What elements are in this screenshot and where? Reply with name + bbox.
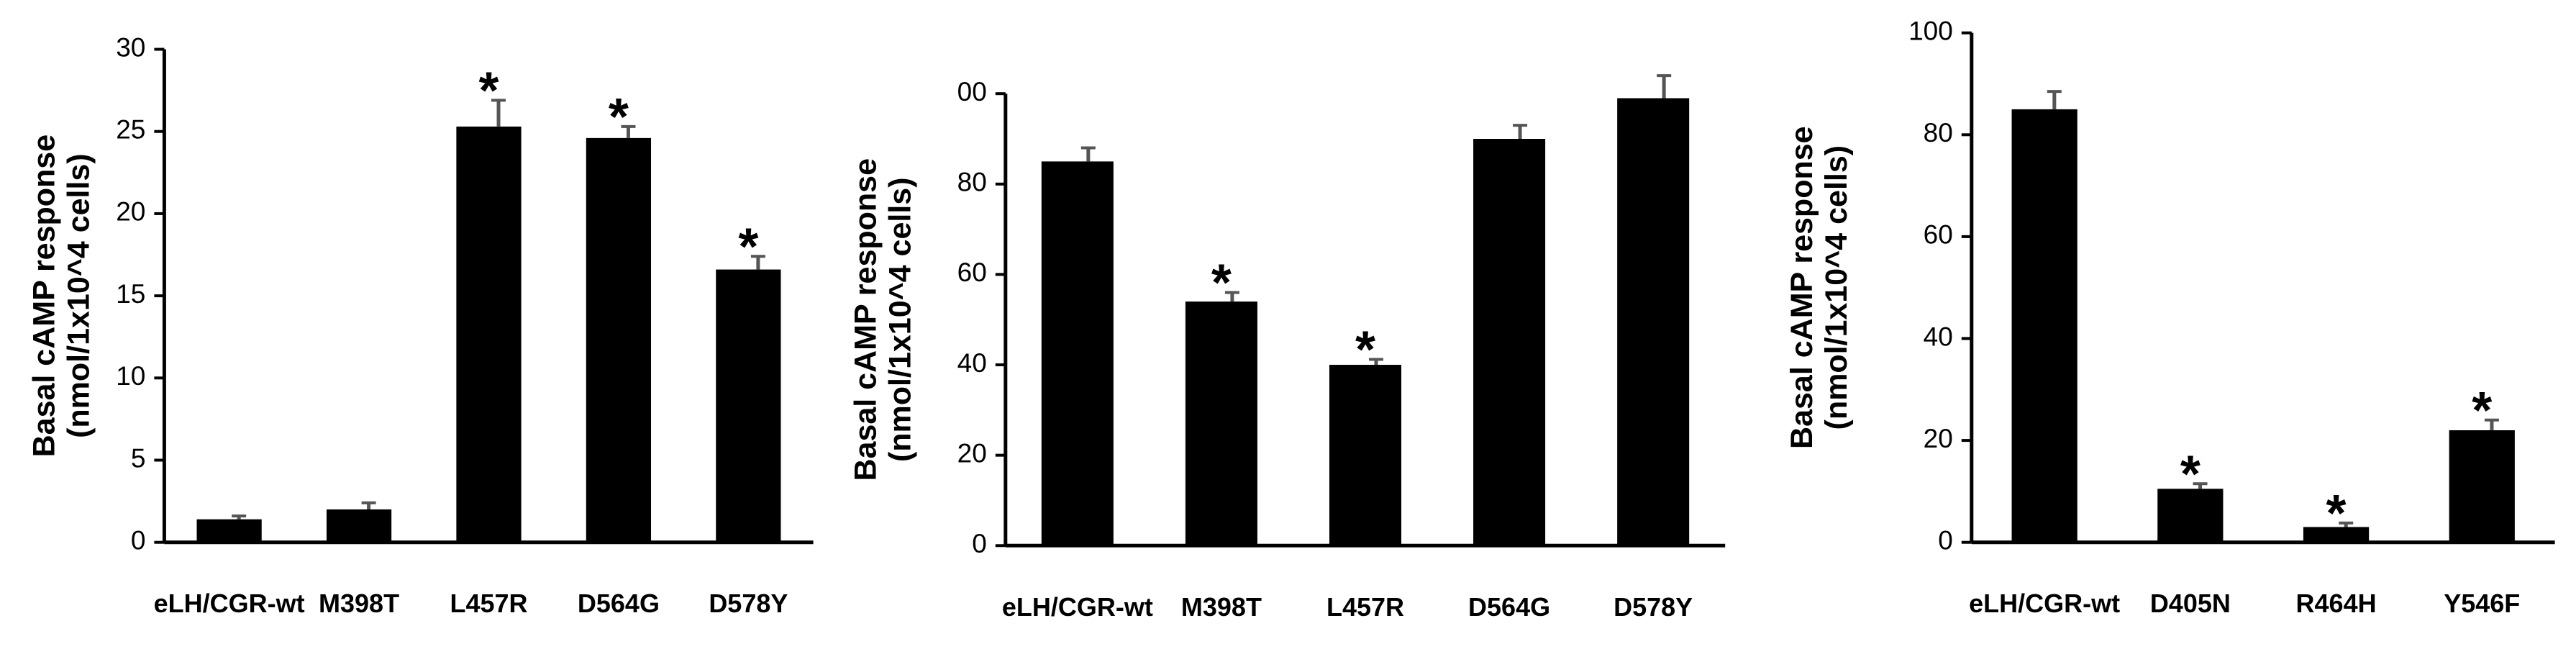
y-axis-label: (nmol/1x10^4 cells): [883, 177, 917, 462]
y-tick-label: 40: [957, 348, 987, 378]
bar: [716, 269, 781, 543]
significance-marker: *: [609, 88, 629, 146]
y-axis-label: (nmol/1x10^4 cells): [1819, 145, 1854, 430]
y-tick-label: 40: [1924, 322, 1953, 351]
y-tick-label: 100: [1908, 16, 1953, 45]
significance-marker: *: [2180, 445, 2200, 503]
chart-panel: Basal cAMP response (nmol/1x10^4 cells) 0 5…: [27, 32, 814, 618]
y-tick-label: 5: [131, 443, 146, 473]
y-tick-label: 25: [116, 115, 145, 145]
x-tick-label: Y546F: [2444, 589, 2520, 618]
significance-marker: *: [2326, 485, 2347, 543]
x-tick-label: L457R: [1326, 592, 1404, 622]
significance-marker: *: [1211, 255, 1232, 312]
significance-marker: *: [1355, 322, 1375, 379]
x-tick-label: D564G: [1468, 592, 1550, 622]
significance-marker: *: [738, 218, 758, 276]
y-tick-label: 0: [972, 529, 987, 558]
y-tick-label: 0: [131, 526, 146, 555]
x-tick-label: eLH/CGR-wt: [1002, 592, 1153, 622]
y-tick-label: 0: [1938, 526, 1953, 555]
significance-marker: *: [478, 62, 499, 119]
y-axis-label: (nmol/1x10^4 cells): [61, 153, 96, 438]
bar: [1185, 301, 1257, 546]
y-tick-label: 30: [116, 32, 145, 62]
bar: [2449, 430, 2515, 543]
bar: [196, 519, 262, 543]
y-tick-label: 60: [1924, 220, 1953, 250]
chart-panel: Basal cAMP response (nmol/1x10^4 cells) 0 2…: [1785, 16, 2555, 618]
y-axis-label: Basal cAMP response: [27, 135, 61, 458]
bar: [1041, 161, 1114, 546]
x-tick-label: M398T: [319, 589, 399, 618]
y-tick-label: 20: [1924, 424, 1953, 453]
y-tick-label: 00: [957, 77, 987, 106]
y-tick-label: 80: [1924, 118, 1953, 148]
y-tick-label: 10: [116, 361, 145, 391]
x-tick-label: D405N: [2150, 589, 2231, 618]
bar: [326, 509, 392, 543]
x-tick-label: D578Y: [1614, 592, 1693, 622]
y-axis-label: Basal cAMP response: [1785, 126, 1819, 449]
y-axis-label: Basal cAMP response: [848, 158, 883, 481]
significance-marker: *: [2472, 382, 2492, 440]
x-tick-label: D564G: [578, 589, 660, 618]
y-tick-label: 80: [957, 168, 987, 197]
bar: [586, 137, 652, 543]
bar: [2303, 527, 2370, 543]
bar: [1473, 138, 1546, 546]
bar: [2011, 109, 2077, 543]
x-tick-label: eLH/CGR-wt: [1969, 589, 2120, 618]
y-tick-label: 20: [116, 197, 145, 227]
bar: [456, 126, 522, 543]
bar: [1617, 98, 1690, 546]
bar: [2157, 489, 2224, 543]
x-tick-label: eLH/CGR-wt: [154, 589, 305, 618]
x-tick-label: L457R: [450, 589, 527, 618]
y-tick-label: 60: [957, 258, 987, 287]
x-tick-label: M398T: [1181, 592, 1262, 622]
y-tick-label: 20: [957, 438, 987, 468]
chart-panel: Basal cAMP response (nmol/1x10^4 cells) 0 2…: [848, 74, 1726, 622]
x-tick-label: D578Y: [709, 589, 788, 618]
x-tick-label: R464H: [2296, 589, 2377, 618]
y-tick-label: 15: [116, 279, 145, 309]
bar: [1329, 365, 1402, 546]
